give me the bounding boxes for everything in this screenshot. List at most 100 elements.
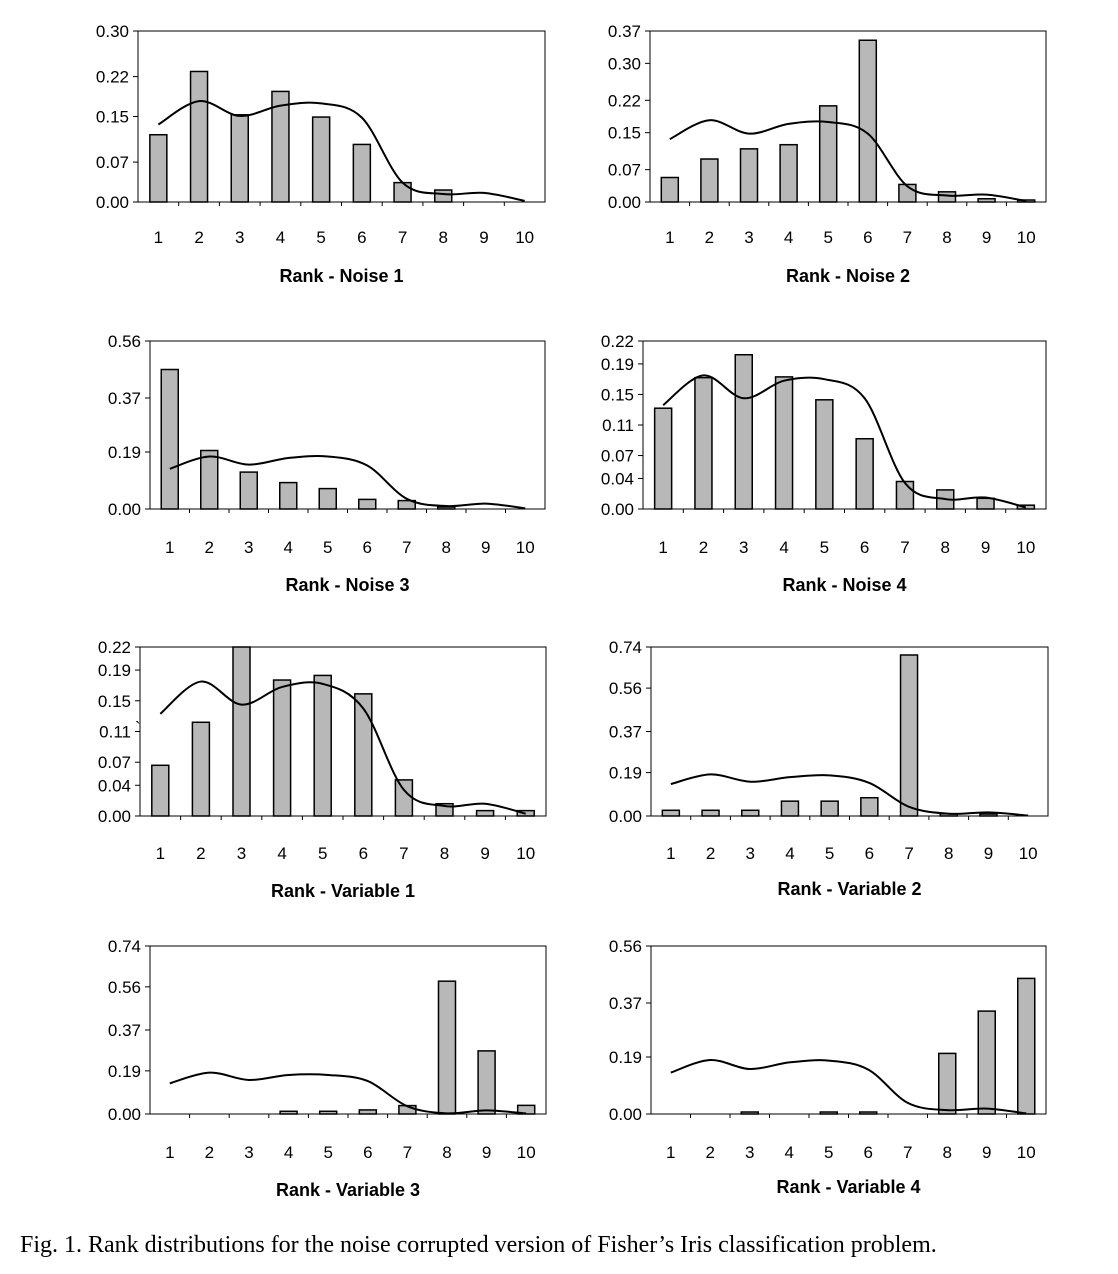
x-tick-label: 1 xyxy=(154,228,163,247)
x-tick-label: 8 xyxy=(942,228,951,247)
bar-rank-6 xyxy=(860,796,879,817)
x-tick-label: 3 xyxy=(244,538,253,557)
y-tick-label: 0.00 xyxy=(608,193,641,212)
bar-rank-2 xyxy=(701,809,720,817)
x-tick-label: 2 xyxy=(205,538,214,557)
bar-rank-5 xyxy=(818,105,838,203)
bar-rank-7 xyxy=(899,654,919,817)
x-tick-label: 8 xyxy=(442,1143,451,1162)
y-tick-label: 0.15 xyxy=(98,692,131,711)
bar-rank-1 xyxy=(653,407,673,510)
bar-rank-5 xyxy=(819,1111,838,1115)
x-axis-label: Rank - Noise 2 xyxy=(786,266,910,286)
line-series xyxy=(669,119,1027,203)
x-tick-label: 8 xyxy=(944,844,953,863)
x-tick-label: 5 xyxy=(825,844,834,863)
x-tick-label: 9 xyxy=(982,1143,991,1162)
x-tick-label: 5 xyxy=(824,1143,833,1162)
bar-rank-9 xyxy=(977,1010,996,1115)
bar-rank-3 xyxy=(232,646,251,817)
y-tick-label: 0.00 xyxy=(108,500,141,519)
bar-rank-2 xyxy=(191,721,211,817)
x-tick-label: 1 xyxy=(156,844,165,863)
x-tick-label: 9 xyxy=(481,538,490,557)
bar-rank-7 xyxy=(895,480,915,510)
x-tick-label: 9 xyxy=(982,228,991,247)
x-tick-label: 9 xyxy=(981,538,990,557)
x-tick-label: 1 xyxy=(165,1143,174,1162)
chart-panel-1: 0.00 0.07 0.15 0.22 0.30 1 2 3 4 5 6 7 8 9 10 Rank - No… xyxy=(96,22,546,286)
bar-rank-9 xyxy=(977,198,996,203)
y-tick-label: 0.37 xyxy=(609,994,642,1013)
x-tick-label: 8 xyxy=(943,1143,952,1162)
bar-rank-4 xyxy=(279,1110,298,1115)
bar-rank-3 xyxy=(239,471,258,510)
x-tick-label: 3 xyxy=(235,228,244,247)
x-tick-label: 5 xyxy=(316,228,325,247)
y-tick-label: 0.37 xyxy=(108,1021,141,1040)
x-tick-label: 2 xyxy=(706,1143,715,1162)
x-tick-label: 8 xyxy=(439,228,448,247)
x-axis-label: Rank - Variable 3 xyxy=(276,1180,420,1200)
y-tick-label: 0.00 xyxy=(609,1105,642,1124)
bar-rank-4 xyxy=(272,679,292,817)
x-tick-label: 4 xyxy=(785,1143,794,1162)
bar-rank-2 xyxy=(189,70,209,203)
x-axis-label: Rank - Noise 1 xyxy=(279,266,403,286)
x-tick-label: 1 xyxy=(666,844,675,863)
y-tick-label: 0.07 xyxy=(608,161,641,180)
bar-rank-8 xyxy=(938,1052,957,1115)
x-axis-label: Rank - Variable 1 xyxy=(271,881,415,901)
bar-rank-6 xyxy=(358,1109,378,1115)
line-series xyxy=(159,680,526,815)
x-tick-label: 1 xyxy=(666,1143,675,1162)
x-axis-label: Rank - Variable 2 xyxy=(777,879,921,899)
x-tick-label: 10 xyxy=(1019,844,1038,863)
x-tick-label: 8 xyxy=(442,538,451,557)
y-tick-label: 0.74 xyxy=(108,937,141,956)
figure-caption: Fig. 1. Rank distributions for the noise… xyxy=(20,1232,937,1258)
y-tick-label: 0.37 xyxy=(608,22,641,41)
x-tick-label: 2 xyxy=(194,228,203,247)
bar-rank-7 xyxy=(393,181,412,203)
bar-rank-9 xyxy=(475,809,495,817)
x-tick-label: 3 xyxy=(739,538,748,557)
bar-rank-3 xyxy=(740,1111,759,1115)
x-tick-label: 7 xyxy=(903,1143,912,1162)
bar-rank-8 xyxy=(434,189,453,203)
y-tick-label: 0.04 xyxy=(98,776,131,795)
x-tick-label: 1 xyxy=(665,228,674,247)
x-tick-label: 6 xyxy=(363,1143,372,1162)
y-tick-label: 0.15 xyxy=(601,385,634,404)
y-tick-label: 0.07 xyxy=(601,447,634,466)
x-tick-label: 4 xyxy=(284,538,293,557)
y-tick-label: 0.74 xyxy=(609,638,642,657)
x-tick-label: 9 xyxy=(482,1143,491,1162)
y-tick-label: 0.56 xyxy=(609,937,642,956)
x-axis-label: Rank - Noise 4 xyxy=(782,575,906,595)
x-tick-label: 10 xyxy=(516,844,535,863)
x-tick-label: 10 xyxy=(1017,1143,1036,1162)
y-tick-label: 0.15 xyxy=(96,108,129,127)
bar-rank-10 xyxy=(516,1104,536,1115)
x-tick-label: 8 xyxy=(941,538,950,557)
x-axis-label: Rank - Noise 3 xyxy=(285,575,409,595)
x-tick-label: 3 xyxy=(244,1143,253,1162)
x-tick-label: 7 xyxy=(398,228,407,247)
line-series xyxy=(670,773,1029,817)
x-tick-label: 10 xyxy=(1016,538,1035,557)
bar-rank-6 xyxy=(352,143,372,203)
x-tick-label: 3 xyxy=(746,844,755,863)
bar-rank-3 xyxy=(230,114,249,203)
bar-rank-2 xyxy=(700,158,719,203)
bar-rank-10 xyxy=(1017,977,1036,1115)
bar-rank-9 xyxy=(979,813,998,817)
y-tick-label: 0.37 xyxy=(108,389,141,408)
bar-rank-4 xyxy=(780,800,800,817)
x-tick-label: 6 xyxy=(865,844,874,863)
x-tick-label: 9 xyxy=(480,844,489,863)
bar-rank-5 xyxy=(318,1110,338,1115)
x-tick-label: 10 xyxy=(517,1143,536,1162)
chart-panel-5: 0.00 0.04 0.07 0.11 `0.15 0.19 0.22 1 2 3 4 5 6 7 8 9 10… xyxy=(98,638,547,901)
